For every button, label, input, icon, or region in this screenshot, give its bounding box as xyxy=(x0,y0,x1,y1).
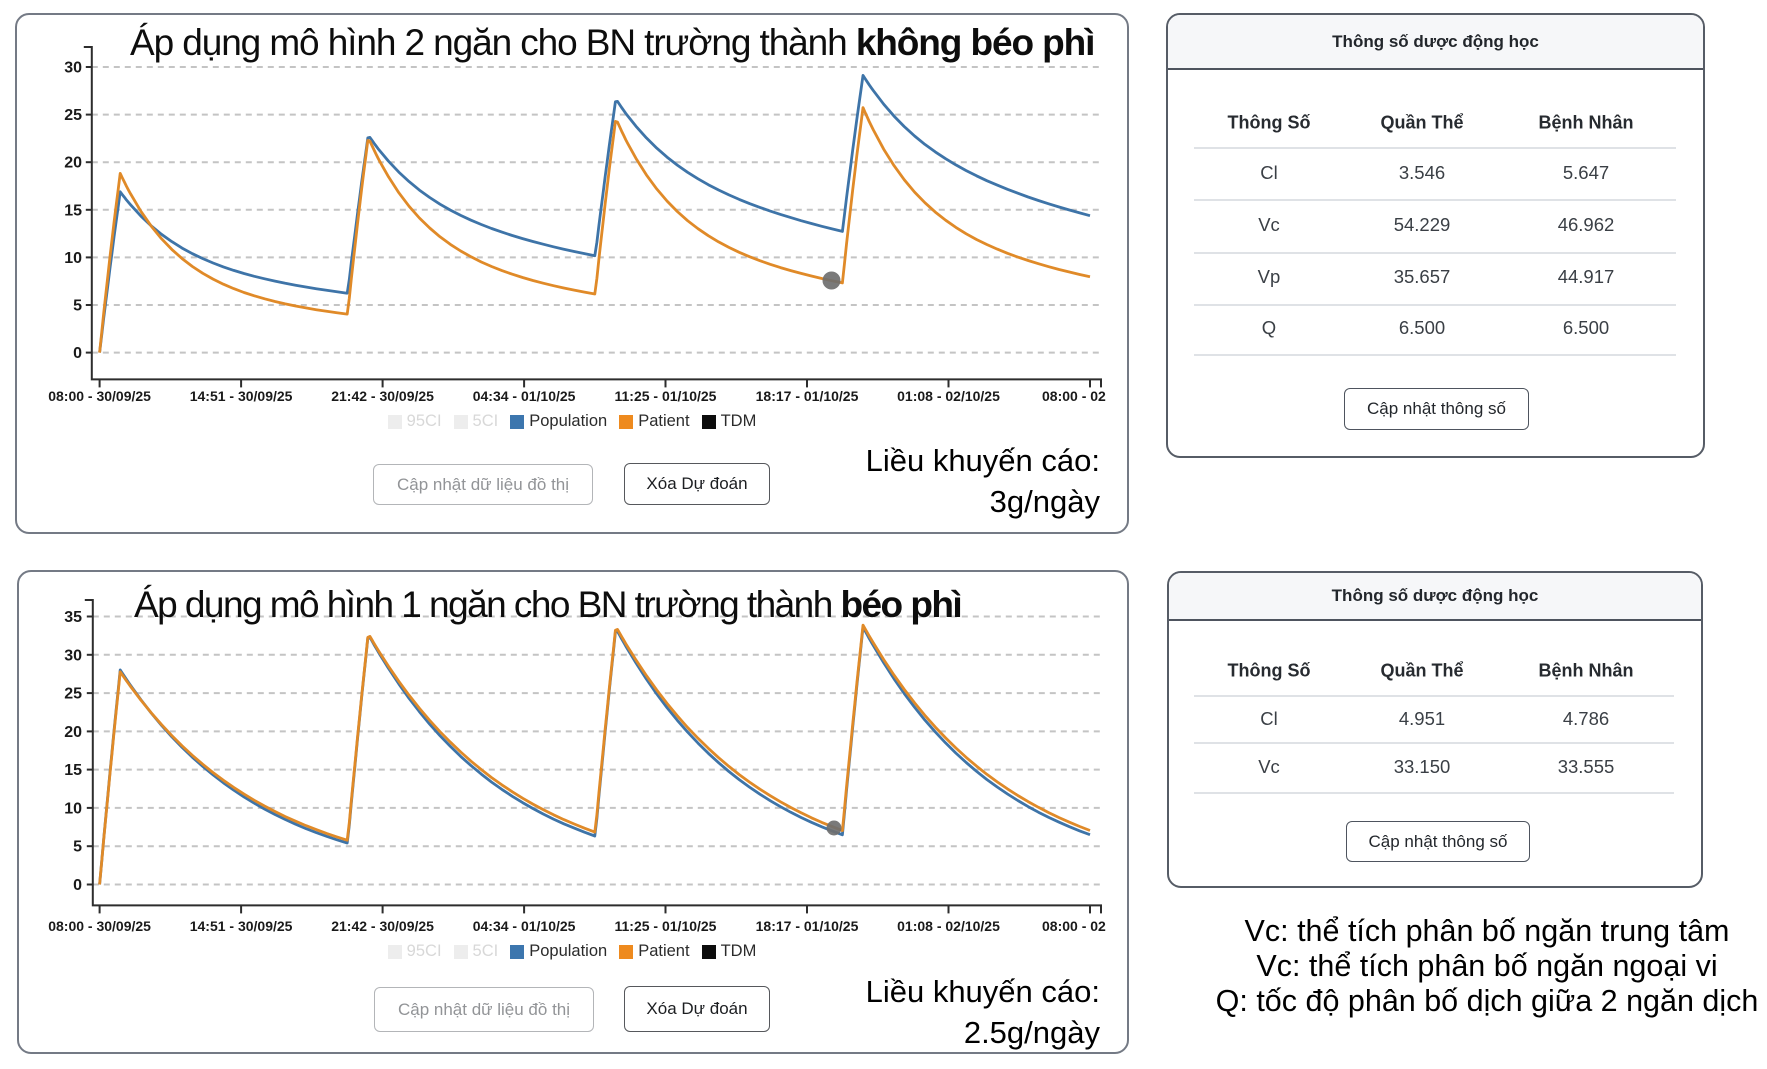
svg-text:5: 5 xyxy=(73,298,82,315)
svg-text:30: 30 xyxy=(64,60,82,77)
svg-text:14:51 - 30/09/25: 14:51 - 30/09/25 xyxy=(190,388,293,404)
svg-text:35: 35 xyxy=(64,609,82,626)
svg-text:20: 20 xyxy=(64,724,82,741)
svg-text:08:00 - 02: 08:00 - 02 xyxy=(1042,918,1106,934)
svg-text:15: 15 xyxy=(64,762,82,779)
svg-text:08:00 - 30/09/25: 08:00 - 30/09/25 xyxy=(48,918,151,934)
svg-text:14:51 - 30/09/25: 14:51 - 30/09/25 xyxy=(190,918,293,934)
svg-text:21:42 - 30/09/25: 21:42 - 30/09/25 xyxy=(331,918,434,934)
svg-text:04:34 - 01/10/25: 04:34 - 01/10/25 xyxy=(473,918,576,934)
svg-text:20: 20 xyxy=(64,155,82,172)
svg-text:18:17 - 01/10/25: 18:17 - 01/10/25 xyxy=(756,388,859,404)
svg-text:18:17 - 01/10/25: 18:17 - 01/10/25 xyxy=(756,918,859,934)
svg-text:08:00 - 30/09/25: 08:00 - 30/09/25 xyxy=(48,388,151,404)
svg-text:10: 10 xyxy=(64,250,82,267)
svg-text:11:25 - 01/10/25: 11:25 - 01/10/25 xyxy=(615,918,717,934)
svg-text:01:08 - 02/10/25: 01:08 - 02/10/25 xyxy=(897,918,1000,934)
svg-text:01:08 - 02/10/25: 01:08 - 02/10/25 xyxy=(897,388,1000,404)
svg-text:30: 30 xyxy=(64,647,82,664)
svg-text:04:34 - 01/10/25: 04:34 - 01/10/25 xyxy=(473,388,576,404)
svg-text:25: 25 xyxy=(64,107,82,124)
svg-text:15: 15 xyxy=(64,202,82,219)
svg-text:25: 25 xyxy=(64,686,82,703)
svg-text:0: 0 xyxy=(73,345,82,362)
svg-text:0: 0 xyxy=(73,877,82,894)
svg-text:5: 5 xyxy=(73,839,82,856)
svg-text:10: 10 xyxy=(64,800,82,817)
svg-text:11:25 - 01/10/25: 11:25 - 01/10/25 xyxy=(615,388,717,404)
svg-text:08:00 - 02: 08:00 - 02 xyxy=(1042,388,1106,404)
svg-text:21:42 - 30/09/25: 21:42 - 30/09/25 xyxy=(331,388,434,404)
